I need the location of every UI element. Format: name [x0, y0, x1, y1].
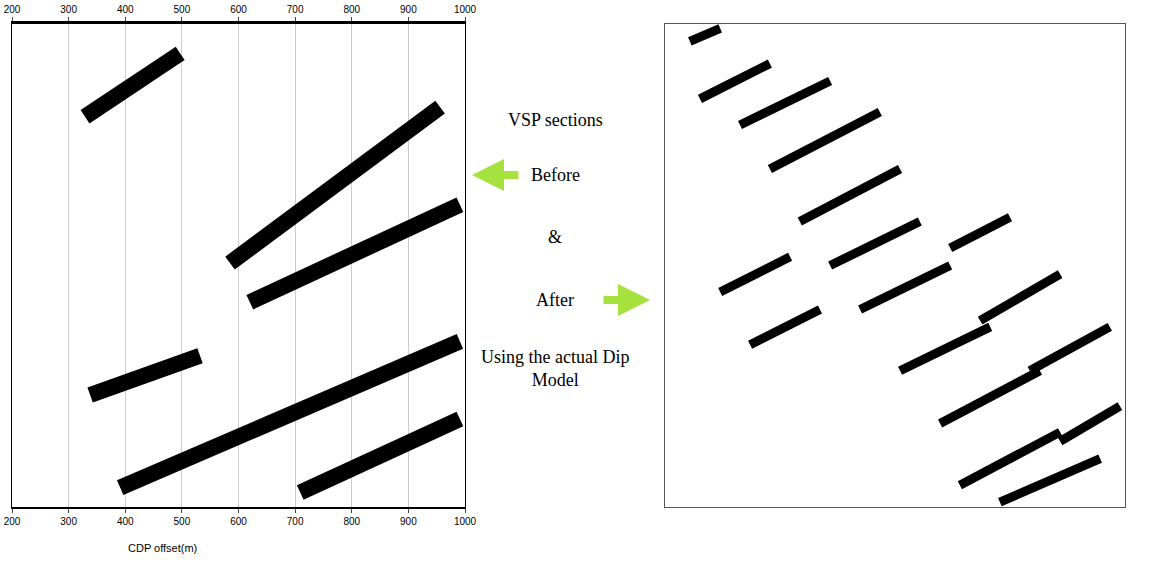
svg-text:700: 700: [287, 516, 304, 527]
svg-text:400: 400: [117, 516, 134, 527]
svg-text:600: 600: [230, 516, 247, 527]
svg-text:300: 300: [60, 516, 77, 527]
svg-text:800: 800: [343, 4, 360, 15]
svg-text:600: 600: [230, 4, 247, 15]
svg-text:CDP offset(m): CDP offset(m): [128, 542, 197, 554]
svg-text:900: 900: [400, 516, 417, 527]
svg-text:1000: 1000: [454, 516, 477, 527]
svg-text:400: 400: [117, 4, 134, 15]
svg-text:200: 200: [4, 4, 21, 15]
svg-text:&: &: [548, 227, 562, 247]
svg-text:900: 900: [400, 4, 417, 15]
svg-text:500: 500: [174, 516, 191, 527]
svg-text:Using the actual DipModel: Using the actual DipModel: [481, 347, 629, 390]
svg-text:VSP sections: VSP sections: [508, 110, 603, 130]
svg-text:300: 300: [60, 4, 77, 15]
svg-text:Before: Before: [531, 165, 580, 185]
svg-text:After: After: [536, 290, 574, 310]
svg-text:1000: 1000: [454, 4, 477, 15]
svg-text:200: 200: [4, 516, 21, 527]
svg-text:800: 800: [343, 516, 360, 527]
svg-text:500: 500: [174, 4, 191, 15]
svg-text:700: 700: [287, 4, 304, 15]
